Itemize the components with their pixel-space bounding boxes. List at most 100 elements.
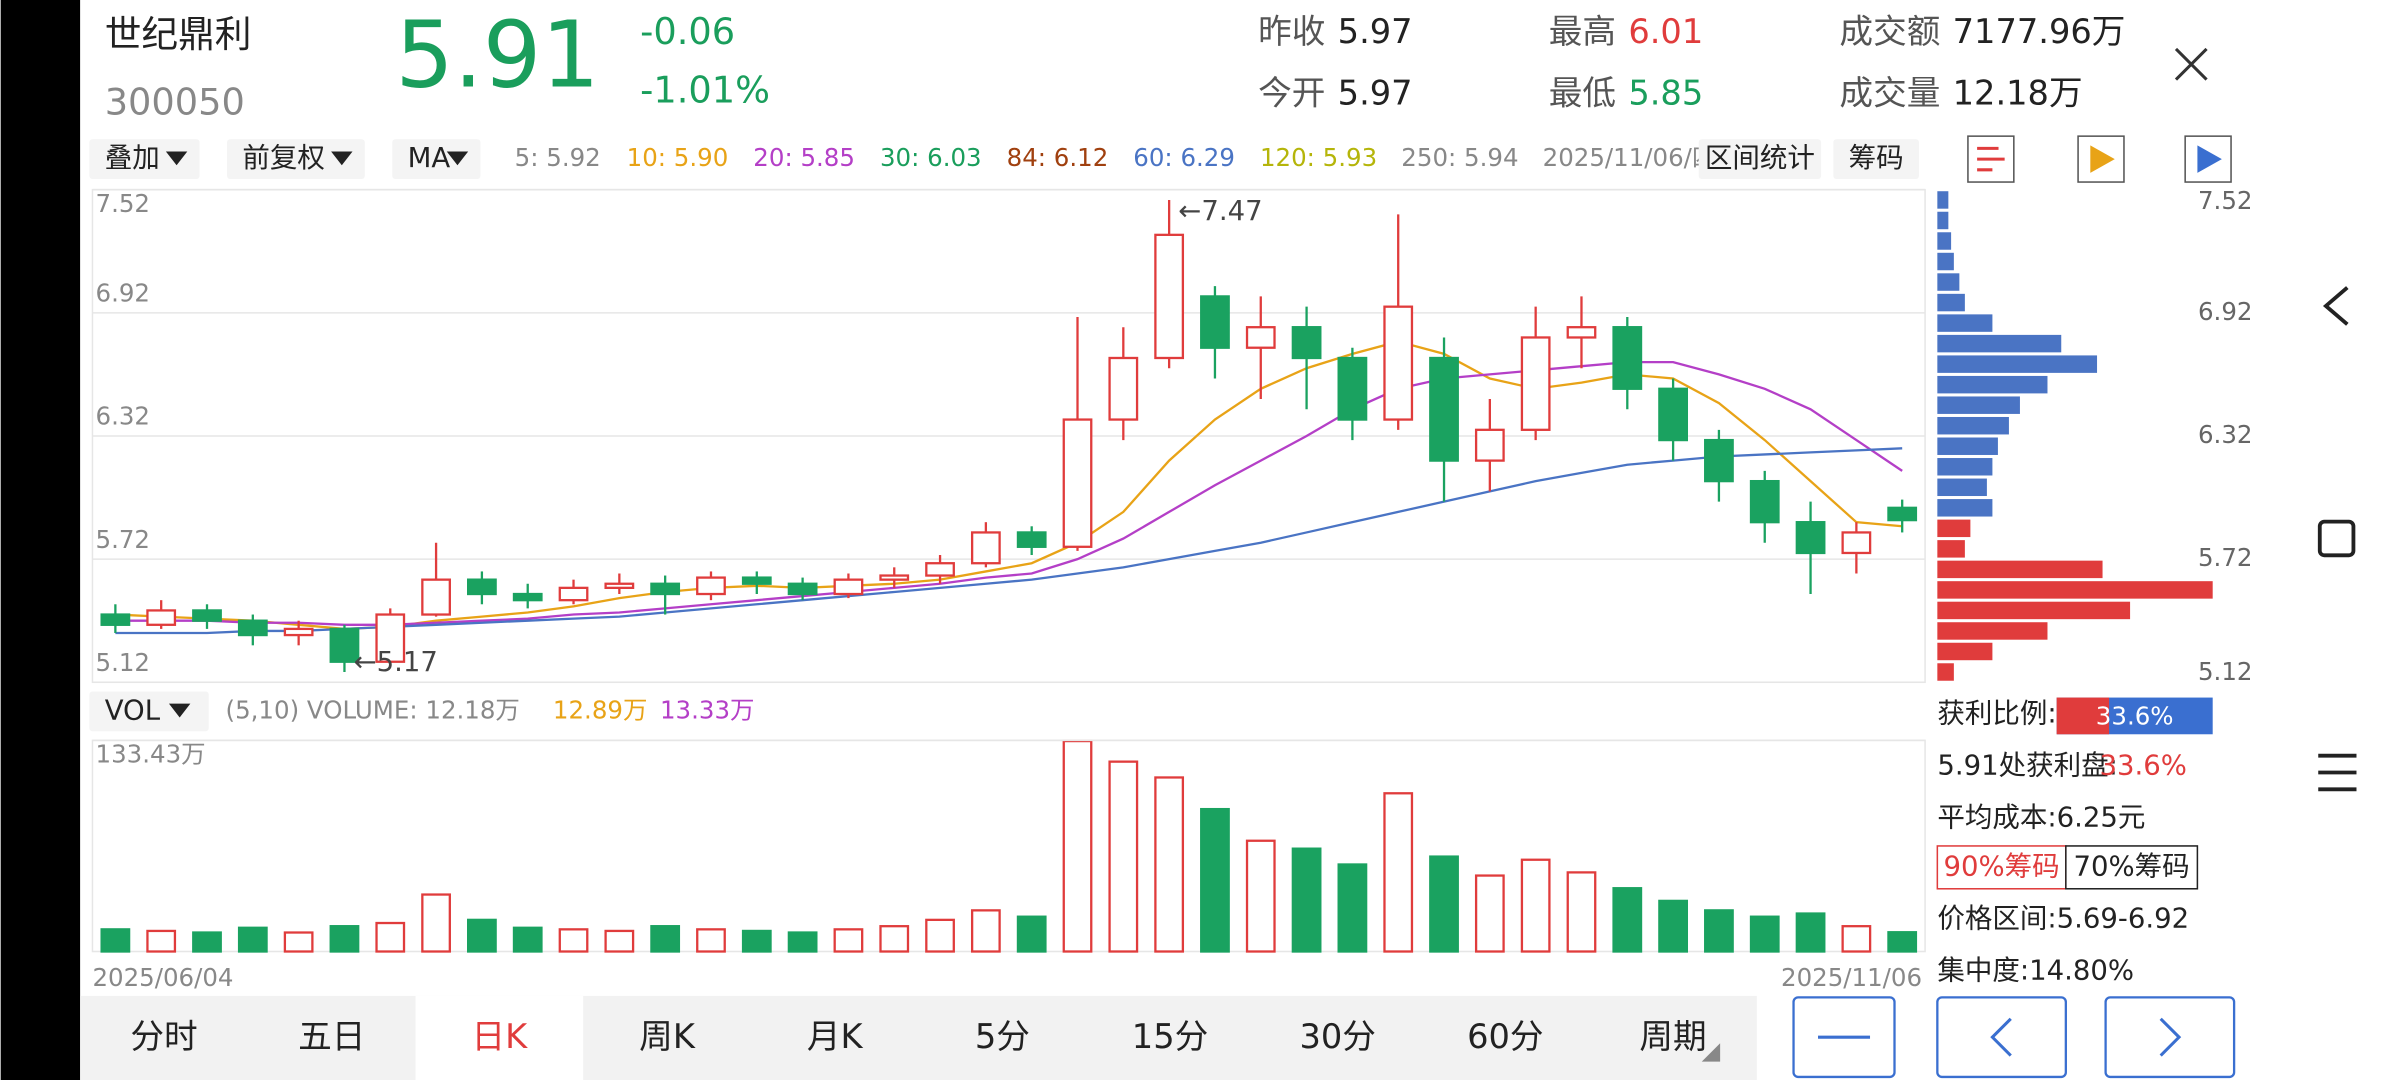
candle-body bbox=[192, 609, 222, 622]
chip-bar bbox=[1937, 191, 1949, 209]
candle-body bbox=[329, 627, 360, 663]
chip-button[interactable] bbox=[2065, 845, 2199, 890]
candle-body bbox=[1429, 356, 1459, 462]
profit-label: 获利比例: bbox=[1937, 697, 2056, 729]
annotation: ←5.17 bbox=[354, 646, 438, 678]
candle-body bbox=[970, 531, 1001, 565]
toolbar-right-label: 区间统计 bbox=[1705, 142, 1815, 174]
chip-bar bbox=[1937, 396, 2020, 414]
candle-body bbox=[1154, 233, 1185, 360]
nav-home[interactable] bbox=[2317, 519, 2356, 558]
tab[interactable]: 月K bbox=[807, 1017, 864, 1056]
nav-menu[interactable] bbox=[2318, 753, 2357, 792]
candle-body bbox=[1612, 326, 1643, 390]
toolbar-button[interactable] bbox=[89, 139, 200, 179]
candle-body bbox=[1566, 326, 1597, 339]
toolbar-right-label: 筹码 bbox=[1849, 142, 1904, 174]
candle-body bbox=[1704, 438, 1734, 483]
ma-legend: 250: 5.94 bbox=[1401, 143, 1518, 172]
volume-bar bbox=[512, 926, 543, 953]
stat-label: 成交量 bbox=[1839, 73, 1940, 112]
toolbar-right-button[interactable] bbox=[1698, 139, 1822, 179]
tab[interactable]: 15分 bbox=[1132, 1017, 1208, 1056]
toolbar-button[interactable] bbox=[392, 139, 481, 179]
candle-body bbox=[879, 574, 910, 581]
tab[interactable]: 分时 bbox=[130, 1017, 197, 1056]
chip-bar bbox=[1937, 560, 2103, 579]
vol-button[interactable] bbox=[89, 691, 209, 732]
chip-bar bbox=[1937, 211, 1949, 230]
chip-bar bbox=[1937, 375, 2048, 394]
chip-button-label: 90%筹码 bbox=[1943, 850, 2059, 882]
change: -0.06 bbox=[640, 10, 735, 53]
ma-legend: 30: 6.03 bbox=[880, 143, 982, 172]
volume-bar bbox=[1291, 847, 1322, 953]
profit-ratio: 33.6% bbox=[2096, 701, 2174, 730]
x-start: 2025/06/04 bbox=[92, 963, 233, 992]
volume-bar bbox=[1245, 839, 1276, 953]
stat-value: 7177.96万 bbox=[1953, 12, 2126, 51]
chip-bar bbox=[1937, 478, 1987, 497]
chip-range: 价格区间:5.69-6.92 bbox=[1937, 902, 2189, 934]
volume-bar bbox=[879, 925, 910, 953]
ma-date: 2025/11/06/四 bbox=[1543, 143, 1717, 172]
prev-button[interactable] bbox=[1936, 996, 2067, 1079]
vol-tick-label: 133.43万 bbox=[96, 740, 206, 769]
y-tick-label: 7.52 bbox=[96, 189, 150, 218]
candle-body bbox=[1291, 326, 1322, 360]
tab[interactable]: 五日 bbox=[298, 1017, 365, 1056]
toolbar-button[interactable] bbox=[227, 139, 365, 179]
y-tick-label: 6.92 bbox=[96, 278, 150, 307]
chip-tick-label: 5.12 bbox=[2198, 657, 2252, 686]
y-tick-label: 5.12 bbox=[96, 648, 150, 677]
ma-legend: 60: 6.29 bbox=[1133, 143, 1235, 172]
chip-bar bbox=[1937, 519, 1971, 538]
volume-bar bbox=[1612, 887, 1643, 953]
toolbar-button-label: 叠加 bbox=[105, 142, 160, 174]
nav-back[interactable] bbox=[2322, 286, 2349, 326]
chip-button[interactable] bbox=[1936, 845, 2067, 890]
chip-line-value: 33.6% bbox=[2099, 749, 2186, 781]
candle-body bbox=[1200, 295, 1230, 349]
x-end: 2025/11/06 bbox=[1781, 963, 1922, 992]
left-bar bbox=[0, 0, 81, 1080]
chip-bar bbox=[1937, 355, 2098, 373]
chip-tick-label: 7.52 bbox=[2198, 186, 2252, 215]
stat-label: 最低 bbox=[1549, 73, 1616, 112]
close-icon[interactable] bbox=[2174, 47, 2208, 81]
ma-legend: 120: 5.93 bbox=[1260, 143, 1377, 172]
candle-body bbox=[833, 578, 864, 596]
volume-bar bbox=[1154, 776, 1185, 953]
volume-bar bbox=[421, 893, 451, 953]
profit-bar bbox=[2056, 697, 2110, 735]
volume-bar bbox=[192, 931, 222, 953]
chip-bar bbox=[1937, 252, 1954, 271]
chip-bar bbox=[1937, 540, 1965, 558]
tab[interactable]: 日K bbox=[472, 1017, 529, 1056]
next-button[interactable] bbox=[2104, 996, 2236, 1079]
volume-bar bbox=[604, 929, 635, 953]
toolbar-right-button[interactable] bbox=[1833, 139, 1919, 179]
candle-body bbox=[283, 627, 314, 637]
volume-bar bbox=[1749, 915, 1780, 953]
vol-legend: (5,10) VOLUME: 12.18万 bbox=[226, 695, 520, 724]
tab[interactable]: 周期 bbox=[1639, 1017, 1706, 1056]
candle-body bbox=[1658, 387, 1689, 442]
chip-bar bbox=[1937, 314, 1993, 332]
tab[interactable]: 5分 bbox=[975, 1017, 1030, 1056]
volume-bar bbox=[1566, 871, 1597, 953]
volume-bar bbox=[467, 918, 497, 953]
ma-legend: 84: 6.12 bbox=[1007, 143, 1109, 172]
ma-legend: 20: 5.85 bbox=[753, 143, 855, 172]
chip-bar bbox=[1937, 458, 1993, 476]
volume-bar bbox=[1704, 909, 1734, 953]
volume-bar bbox=[283, 931, 314, 953]
candle-body bbox=[787, 582, 818, 596]
tab[interactable]: 60分 bbox=[1467, 1017, 1543, 1056]
candle-body bbox=[237, 619, 268, 637]
chip-bar bbox=[1937, 273, 1960, 291]
candle-body bbox=[1108, 356, 1139, 421]
tab[interactable]: 周K bbox=[639, 1017, 696, 1056]
tab[interactable]: 30分 bbox=[1299, 1017, 1375, 1056]
